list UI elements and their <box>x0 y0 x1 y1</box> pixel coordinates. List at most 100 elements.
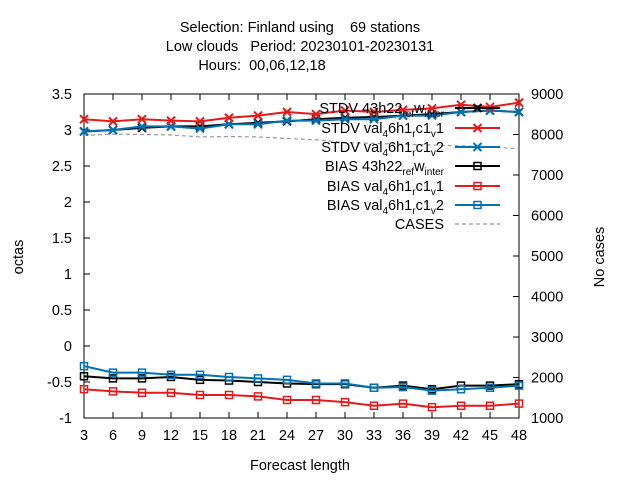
data-point <box>398 399 408 408</box>
y-tick-label: 1.5 <box>52 231 72 247</box>
x-tick-label: 39 <box>424 428 440 444</box>
y-axis-label: octas <box>11 240 27 275</box>
data-point <box>311 379 321 388</box>
marker-stroke <box>456 107 466 117</box>
legend-label: CASES <box>395 217 444 233</box>
legend-label-part: v <box>431 129 436 140</box>
data-point <box>456 401 466 411</box>
legend-label-part: CASES <box>395 217 444 233</box>
plot-frame <box>83 93 520 419</box>
legend-label-part: c1 <box>416 121 431 137</box>
x-tick-label: 48 <box>511 428 527 444</box>
marker-stroke <box>472 142 483 152</box>
data-point <box>137 123 147 133</box>
data-point <box>282 395 292 405</box>
marker-stroke <box>108 116 118 127</box>
marker-stroke <box>472 103 483 113</box>
data-point <box>485 401 495 411</box>
data-point <box>79 126 89 137</box>
data-point <box>166 388 176 398</box>
legend-label-part: w <box>413 101 425 117</box>
data-point <box>311 395 321 405</box>
data-point <box>253 392 263 401</box>
data-point <box>195 123 205 134</box>
y2-tick-label: 3000 <box>531 330 563 346</box>
legend-marker <box>472 123 483 133</box>
x-axis-label: Forecast length <box>250 458 350 474</box>
data-point <box>340 379 350 388</box>
legend-label-part: inter <box>425 167 445 178</box>
legend-label: STDV 43h22refwinter <box>319 101 444 120</box>
data-point <box>398 382 408 392</box>
marker-stroke <box>253 119 263 129</box>
legend-item: CASES <box>395 217 500 233</box>
marker-stroke <box>427 110 437 121</box>
x-tick-label: 33 <box>366 428 382 444</box>
data-point <box>224 113 234 123</box>
data-point <box>427 110 437 121</box>
x-tick-label: 42 <box>453 428 469 444</box>
y-tick-label: 2.5 <box>52 159 72 175</box>
series-5 <box>79 361 524 395</box>
legend-label-part: STDV val <box>321 140 382 156</box>
marker-stroke <box>253 110 263 121</box>
legend-label-part: 2 <box>436 198 444 214</box>
data-point <box>108 387 118 396</box>
y-tick-label: 2 <box>64 195 72 211</box>
legend-label-part: v <box>431 148 436 159</box>
marker-stroke <box>79 114 89 124</box>
legend-label-part: c1 <box>416 140 431 156</box>
series-line <box>83 375 520 391</box>
legend-item: STDV 43h22refwinter <box>319 101 500 120</box>
marker-stroke <box>282 115 292 126</box>
series-line <box>83 101 520 123</box>
y2-tick-label: 2000 <box>531 371 563 387</box>
marker-stroke <box>485 102 495 112</box>
chart-title: Selection: Finland using 69 stations Low… <box>166 20 434 74</box>
marker-stroke <box>137 114 147 124</box>
legend-label-part: ref <box>402 167 414 178</box>
marker-stroke <box>340 105 350 116</box>
marker-stroke <box>427 103 437 114</box>
data-point <box>108 125 118 135</box>
data-point <box>427 386 437 395</box>
legend-label-part: BIAS 43h22 <box>325 159 402 175</box>
legend-item: STDV val46h1rc1v1 <box>321 121 500 140</box>
legend-label-part: 6h1 <box>388 179 412 195</box>
marker-stroke <box>137 123 147 133</box>
data-point <box>485 383 495 393</box>
legend-label-part: ref <box>402 109 414 120</box>
marker-stroke <box>369 107 379 117</box>
data-point <box>253 110 263 121</box>
legend-label-part: r <box>412 187 416 198</box>
y-tick-label: -1 <box>59 411 72 427</box>
legend-label-part: c1 <box>416 179 431 195</box>
data-point <box>166 370 176 380</box>
x-tick-label: 36 <box>395 428 411 444</box>
data-point <box>108 368 118 377</box>
series-1 <box>79 97 524 127</box>
data-point <box>137 388 147 398</box>
data-point <box>514 97 524 108</box>
data-point <box>224 390 234 400</box>
legend-label-part: v <box>431 187 436 198</box>
marker-stroke <box>224 113 234 123</box>
data-point <box>427 402 437 412</box>
data-point <box>137 368 147 377</box>
legend-label-part: w <box>413 159 425 175</box>
data-point <box>369 107 379 117</box>
y2-tick-label: 4000 <box>531 290 563 306</box>
legend-marker <box>473 161 482 171</box>
legend-item: BIAS 43h22refwinter <box>325 159 500 178</box>
y2-tick-label: 8000 <box>531 128 563 144</box>
y-tick-label: 0 <box>64 339 72 355</box>
legend-label-part: 6h1 <box>388 198 412 214</box>
legend-label-part: STDV 43h22 <box>319 101 402 117</box>
axes: 3 6 9 12 15 18 21 24 27 30 33 36 39 42 45 48-1-0.500.51… <box>47 87 563 444</box>
series-layer <box>79 97 524 412</box>
data-point <box>340 105 350 116</box>
marker-stroke <box>472 123 483 133</box>
title-line-1: Selection: Finland using 69 stations <box>180 20 420 36</box>
